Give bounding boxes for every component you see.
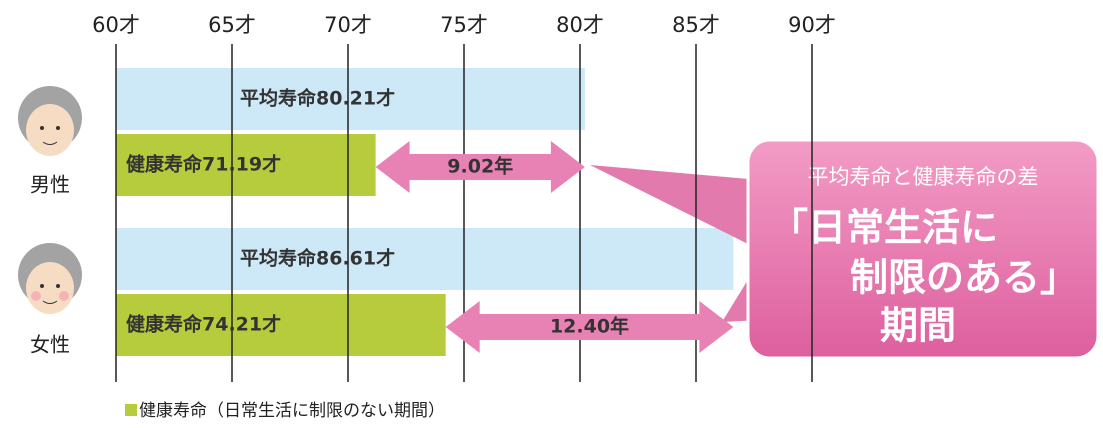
callout-heading: 平均寿命と健康寿命の差 bbox=[808, 165, 1039, 189]
callout-line: 制限のある」 bbox=[850, 256, 1078, 300]
callout-line: 「日常生活に bbox=[770, 206, 998, 250]
value-label: 平均寿命80.21才 bbox=[240, 87, 395, 110]
difference-label: 12.40年 bbox=[550, 315, 629, 338]
x-tick-label: 80才 bbox=[556, 13, 604, 37]
legend-label: 健康寿命（日常生活に制限のない期間） bbox=[139, 401, 445, 421]
female-icon bbox=[18, 243, 82, 314]
value-label: 平均寿命86.61才 bbox=[240, 247, 395, 270]
male-icon bbox=[18, 86, 82, 156]
x-tick-label: 75才 bbox=[440, 13, 488, 37]
category-label: 女性 bbox=[30, 333, 70, 357]
difference-label: 9.02年 bbox=[447, 155, 513, 178]
x-tick-label: 60才 bbox=[92, 13, 140, 37]
legend-swatch bbox=[125, 404, 137, 416]
bar bbox=[116, 228, 733, 290]
x-tick-label: 65才 bbox=[208, 13, 256, 37]
category-label: 男性 bbox=[30, 173, 70, 197]
x-tick-label: 85才 bbox=[672, 13, 720, 37]
x-tick-label: 70才 bbox=[324, 13, 372, 37]
chart: 平均寿命と健康寿命の差 「日常生活に 制限のある」 期間 健康寿命（日常生活に制… bbox=[0, 0, 1103, 428]
x-tick-label: 90才 bbox=[788, 13, 836, 37]
value-label: 健康寿命71.19才 bbox=[126, 153, 281, 176]
icons bbox=[18, 86, 82, 314]
value-label: 健康寿命74.21才 bbox=[126, 313, 281, 336]
callout-line: 期間 bbox=[880, 304, 956, 348]
